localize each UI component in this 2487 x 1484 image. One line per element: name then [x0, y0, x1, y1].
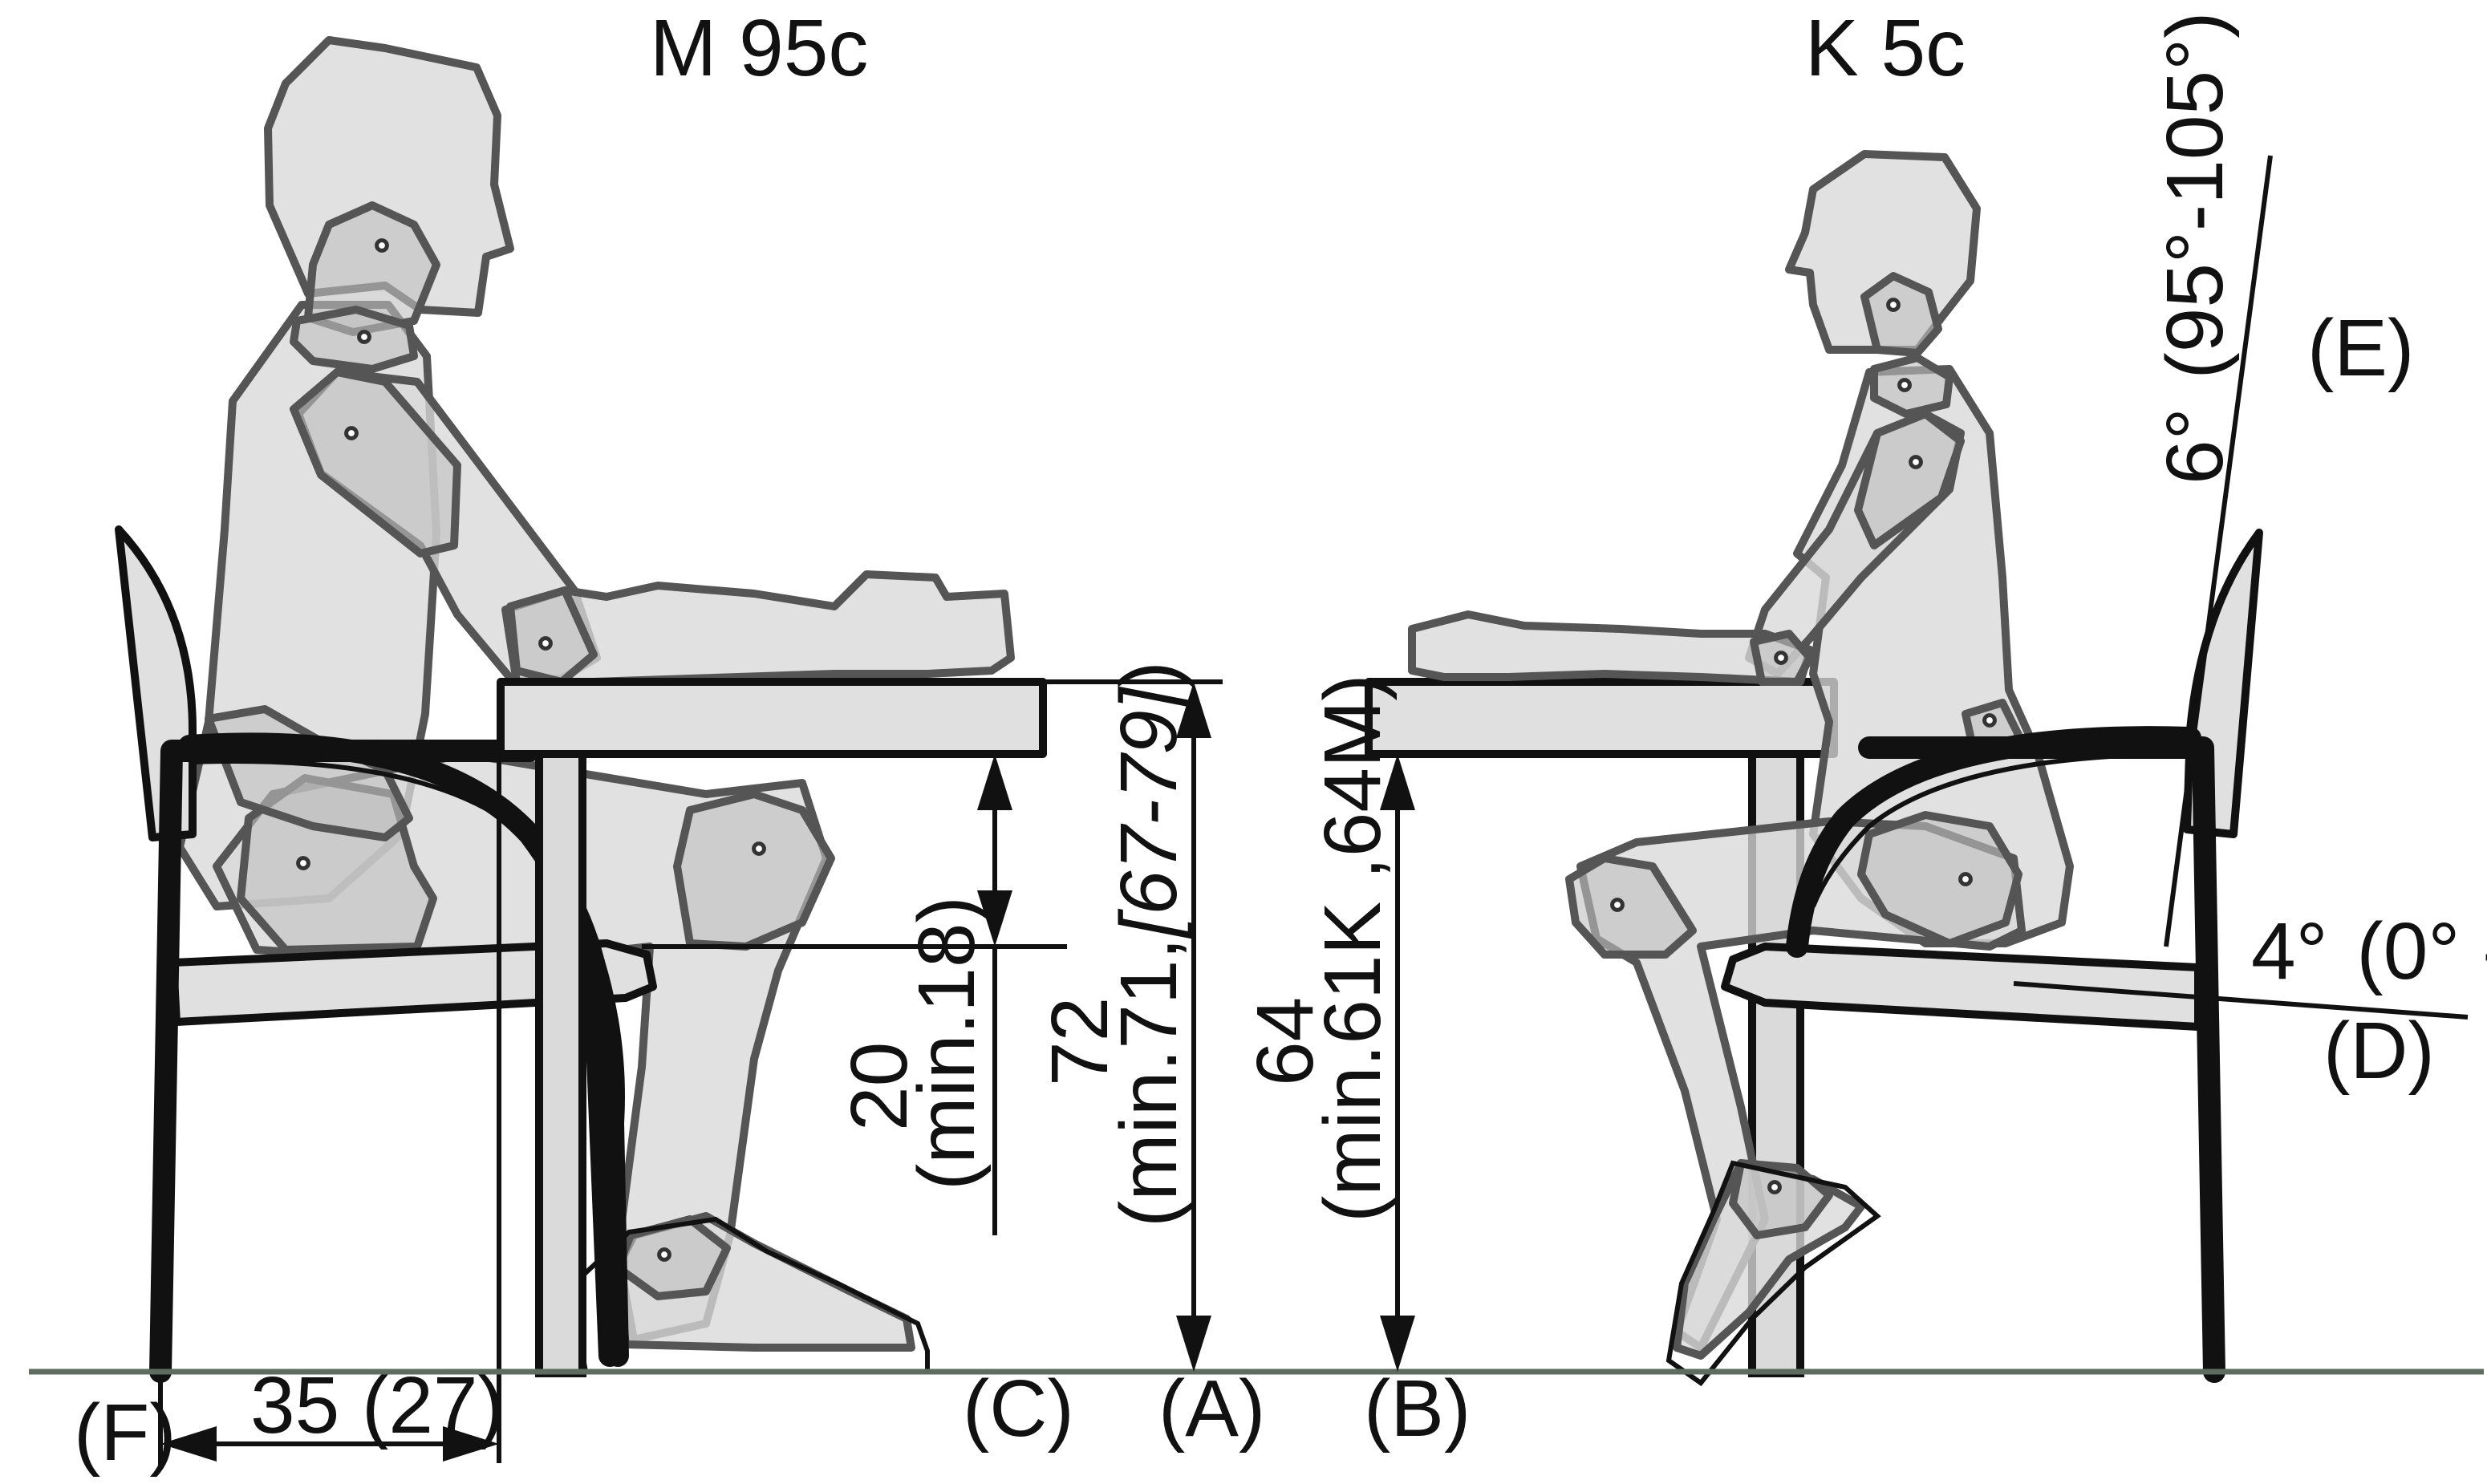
dimension-seat-depth — [158, 1377, 499, 1468]
right-human-figure — [1408, 150, 2074, 1387]
back-angle-label: 6° (95°-105°) — [2150, 12, 2240, 485]
back-angle-value: 6° — [2150, 407, 2240, 485]
marker-b: (B) — [1364, 1364, 1471, 1454]
marker-c: (C) — [963, 1364, 1074, 1454]
back-angle-range: (95°-105°) — [2150, 12, 2240, 379]
right-chair — [1721, 529, 2469, 1383]
table-height-note: (min.71,[67-79]) — [1104, 661, 1194, 1227]
marker-a: (A) — [1158, 1364, 1265, 1454]
marker-f: (F) — [74, 1388, 176, 1478]
backrest-angle-reference-line — [2164, 155, 2273, 947]
seat-angle-label: 4° (0° - 5°) — [2251, 906, 2487, 996]
table-height-value: 72 — [1035, 997, 1125, 1086]
marker-e: (E) — [2307, 303, 2414, 393]
marker-d: (D) — [2323, 1006, 2435, 1096]
left-table — [497, 678, 1047, 1463]
table-height-note-prefix: (min.71, — [1104, 938, 1194, 1227]
knee-clearance-value: 20 — [834, 1042, 924, 1131]
underside-height-value: 64 — [1240, 997, 1330, 1086]
seat-angle-value: 4° — [2251, 906, 2328, 996]
dimension-underside-height — [1380, 754, 1415, 1372]
seat-angle-reference-line — [2013, 981, 2469, 1020]
dimension-knee-clearance — [642, 754, 1067, 1235]
table-height-note-suffix: ) — [1104, 661, 1194, 687]
dimension-table-height — [1043, 679, 1223, 1372]
seat-angle-range: (0° - 5°) — [2356, 906, 2487, 996]
left-human-figure — [176, 36, 1015, 1374]
right-figure-label: K 5c — [1805, 3, 1966, 93]
left-figure-label: M 95c — [650, 3, 868, 93]
seat-depth-value: 35 (27) — [250, 1360, 505, 1450]
underside-height-note: (min.61K ,64M) — [1308, 674, 1398, 1222]
table-height-note-range: [67-79] — [1104, 686, 1194, 939]
knee-clearance-note: (min.18) — [902, 896, 992, 1190]
